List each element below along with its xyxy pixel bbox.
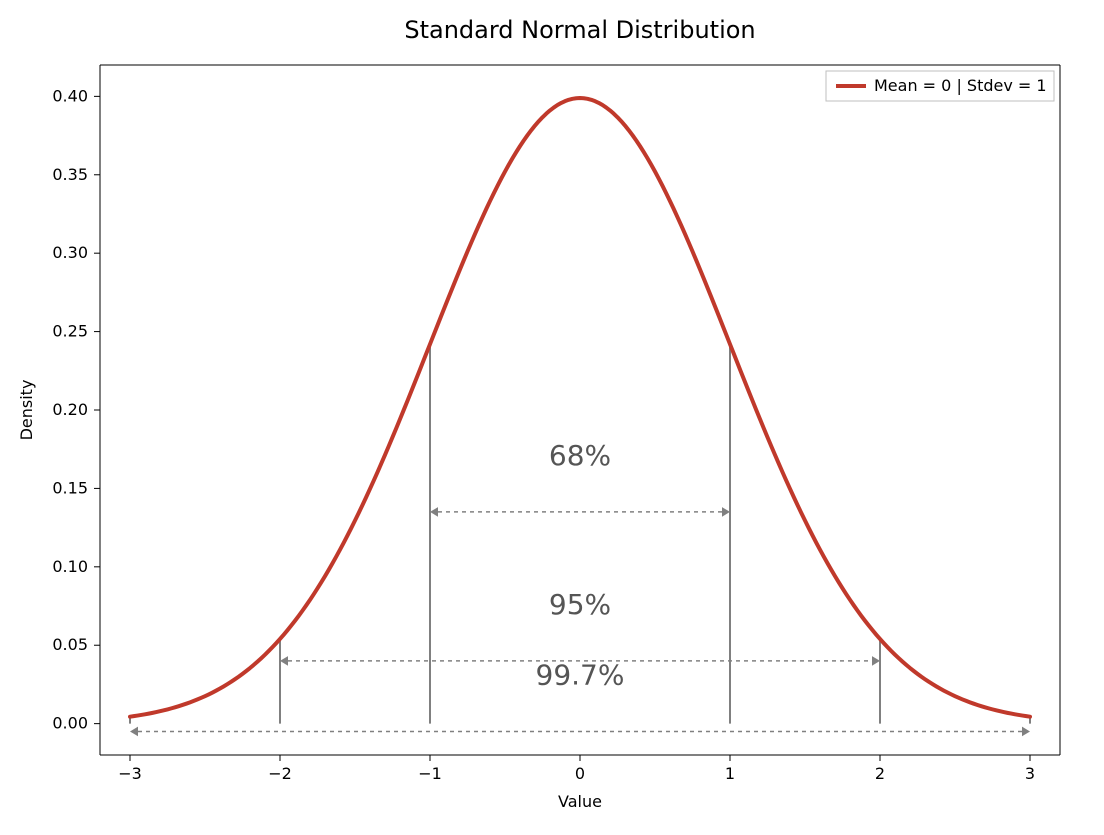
y-tick-label: 0.10 — [52, 557, 88, 576]
x-tick-label: −2 — [268, 764, 292, 783]
x-tick-label: 2 — [875, 764, 885, 783]
annotation-label: 68% — [549, 439, 611, 472]
y-axis-label: Density — [17, 380, 36, 441]
chart-svg: Standard Normal Distribution −3 −2 −1 0 1 2 3 0.… — [0, 0, 1104, 835]
chart-container: Standard Normal Distribution −3 −2 −1 0 1 2 3 0.… — [0, 0, 1104, 835]
y-tick-label: 0.05 — [52, 635, 88, 654]
legend-label: Mean = 0 | Stdev = 1 — [874, 76, 1047, 95]
y-tick-label: 0.20 — [52, 400, 88, 419]
y-tick-label: 0.35 — [52, 165, 88, 184]
chart-title: Standard Normal Distribution — [404, 16, 755, 44]
x-tick-label: 3 — [1025, 764, 1035, 783]
y-tick-label: 0.30 — [52, 243, 88, 262]
y-tick-label: 0.00 — [52, 714, 88, 733]
x-axis-label: Value — [558, 792, 602, 811]
y-tick-label: 0.25 — [52, 322, 88, 341]
legend: Mean = 0 | Stdev = 1 — [826, 71, 1054, 101]
y-tick-label: 0.40 — [52, 86, 88, 105]
y-tick-label: 0.15 — [52, 478, 88, 497]
x-tick-label: −3 — [118, 764, 142, 783]
annotation-label: 99.7% — [536, 658, 625, 691]
x-tick-label: 1 — [725, 764, 735, 783]
annotation-label: 95% — [549, 588, 611, 621]
x-tick-label: −1 — [418, 764, 442, 783]
x-tick-label: 0 — [575, 764, 585, 783]
